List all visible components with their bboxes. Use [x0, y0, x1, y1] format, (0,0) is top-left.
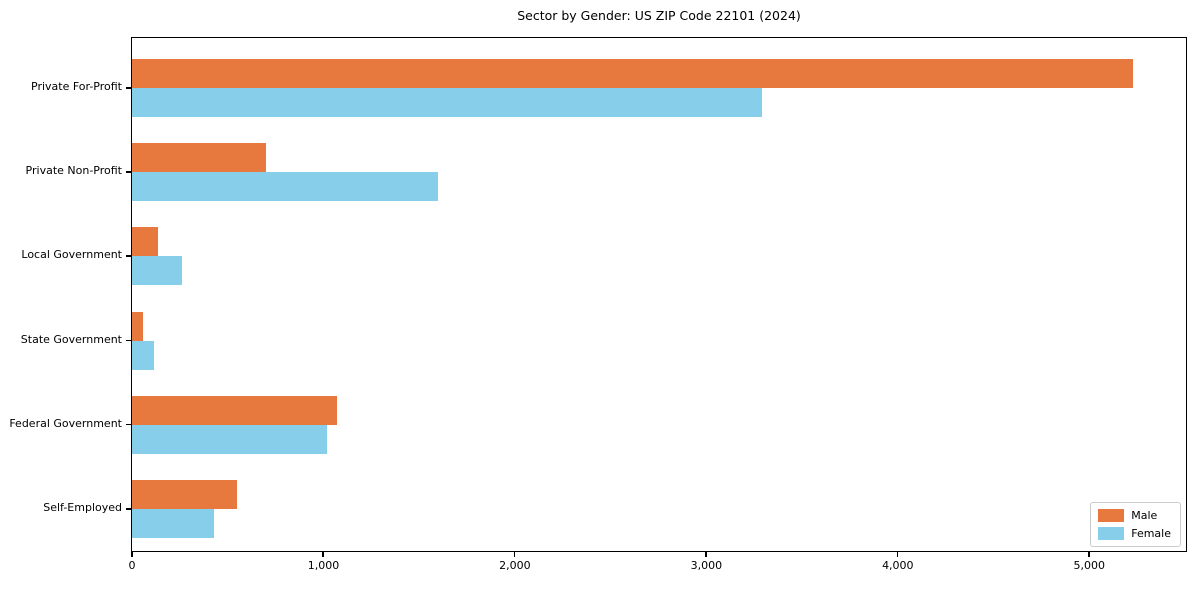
ytick-label-self-employed: Self-Employed [43, 501, 122, 514]
xtick-label-4000: 4,000 [882, 559, 914, 572]
plot-area: Male Female [131, 37, 1187, 552]
legend-label-male: Male [1131, 509, 1158, 522]
legend-item-male: Male [1098, 509, 1171, 522]
x-tick-mark [322, 552, 324, 557]
bar-male-state-government [132, 311, 143, 341]
ytick-label-private-for-profit: Private For-Profit [31, 80, 122, 93]
bar-male-private-non-profit [132, 143, 266, 173]
xtick-label-3000: 3,000 [690, 559, 723, 572]
y-tick-mark [126, 508, 131, 510]
legend-swatch-female [1098, 527, 1125, 540]
bar-male-private-for-profit [132, 59, 1133, 88]
bar-female-private-non-profit [132, 172, 438, 202]
bar-female-local-government [132, 256, 182, 286]
bar-female-private-for-profit [132, 88, 762, 117]
ytick-label-private-non-profit: Private Non-Profit [25, 164, 122, 178]
x-tick-mark [1088, 552, 1090, 557]
y-tick-mark [126, 87, 131, 89]
y-tick-mark [126, 255, 131, 257]
bar-male-federal-government [132, 395, 337, 425]
x-tick-mark [705, 552, 707, 557]
xtick-label-5000: 5,000 [1073, 559, 1106, 572]
x-tick-mark [131, 552, 133, 557]
bar-female-federal-government [132, 424, 327, 454]
y-tick-mark [126, 423, 131, 426]
x-tick-mark [513, 552, 516, 557]
xtick-label-0: 0 [128, 559, 136, 572]
ytick-label-local-government: Local Government [21, 248, 122, 262]
xtick-label-1000: 1,000 [307, 559, 340, 572]
bar-female-state-government [132, 340, 154, 370]
x-tick-mark [896, 552, 899, 557]
chart-title: Sector by Gender: US ZIP Code 22101 (202… [517, 8, 801, 23]
xtick-label-2000: 2,000 [499, 559, 531, 572]
legend-swatch-male [1098, 509, 1125, 522]
y-tick-mark [126, 171, 131, 173]
ytick-label-state-government: State Government [20, 332, 122, 346]
legend-label-female: Female [1131, 527, 1171, 540]
bar-male-local-government [132, 227, 158, 257]
ytick-label-federal-government: Federal Government [9, 416, 122, 430]
legend-item-female: Female [1098, 527, 1171, 540]
bar-male-self-employed [132, 480, 237, 509]
legend: Male Female [1090, 502, 1181, 547]
bar-female-self-employed [132, 509, 214, 538]
y-tick-mark [126, 339, 131, 342]
